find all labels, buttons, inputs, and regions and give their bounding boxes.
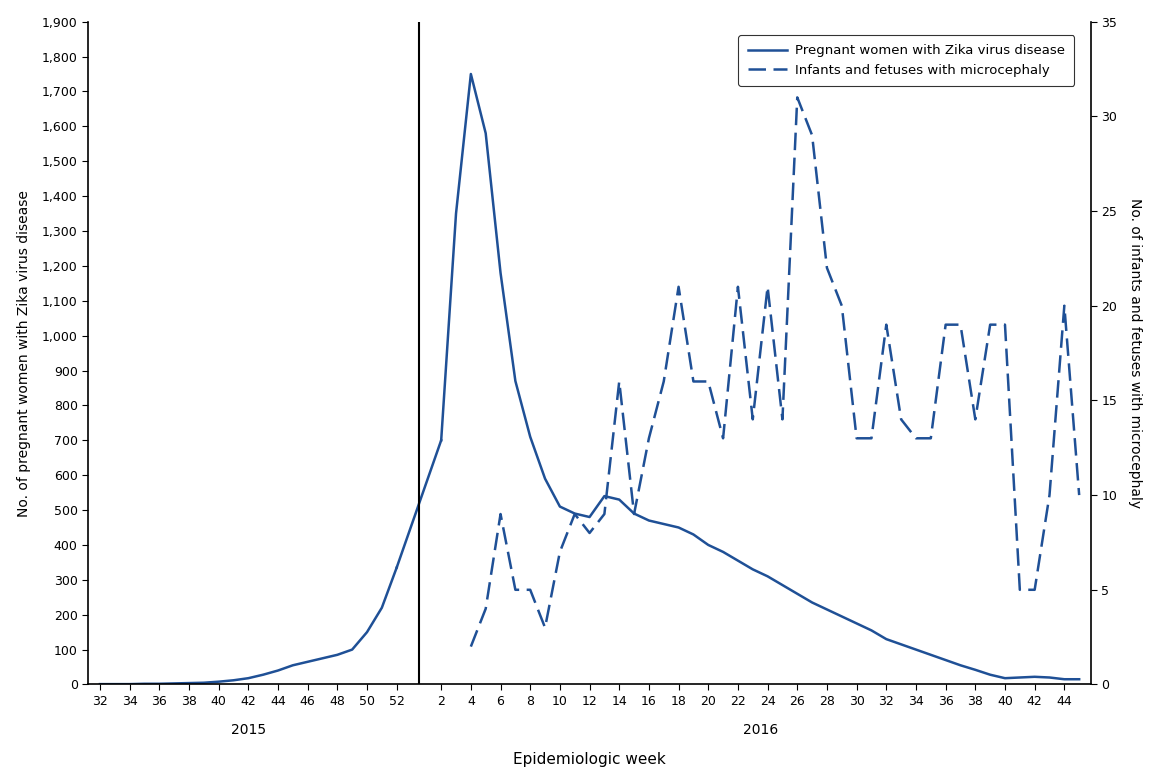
Pregnant women with Zika virus disease <box>819 604 833 614</box>
Infants and fetuses with microcephaly <box>671 282 685 292</box>
Legend: Pregnant women with Zika virus disease, Infants and fetuses with microcephaly: Pregnant women with Zika virus disease, … <box>738 35 1074 86</box>
Infants and fetuses with microcephaly <box>716 434 730 443</box>
Pregnant women with Zika virus disease <box>924 650 938 659</box>
Infants and fetuses with microcephaly <box>775 415 789 424</box>
Infants and fetuses with microcephaly <box>745 415 759 424</box>
Infants and fetuses with microcephaly <box>983 320 997 329</box>
Pregnant women with Zika virus disease <box>790 589 804 598</box>
Pregnant women with Zika virus disease <box>850 619 863 628</box>
Pregnant women with Zika virus disease <box>657 519 671 528</box>
Infants and fetuses with microcephaly <box>479 604 493 613</box>
Pregnant women with Zika virus disease <box>464 69 478 78</box>
Infants and fetuses with microcephaly <box>597 510 611 519</box>
Pregnant women with Zika virus disease <box>597 492 611 501</box>
Infants and fetuses with microcephaly <box>969 415 983 424</box>
Infants and fetuses with microcephaly <box>760 282 774 292</box>
Infants and fetuses with microcephaly <box>790 93 804 102</box>
Infants and fetuses with microcephaly <box>939 320 953 329</box>
Pregnant women with Zika virus disease <box>1072 674 1086 684</box>
Infants and fetuses with microcephaly <box>538 623 552 633</box>
Pregnant women with Zika virus disease <box>939 655 953 665</box>
Pregnant women with Zika virus disease <box>775 580 789 590</box>
Infants and fetuses with microcephaly <box>612 377 626 387</box>
Infants and fetuses with microcephaly <box>1013 585 1027 594</box>
Pregnant women with Zika virus disease <box>583 512 597 521</box>
Infants and fetuses with microcephaly <box>509 585 523 594</box>
Pregnant women with Zika virus disease <box>568 509 582 518</box>
Pregnant women with Zika virus disease <box>1057 674 1071 684</box>
Pregnant women with Zika virus disease <box>731 556 745 565</box>
Pregnant women with Zika virus disease <box>479 129 493 138</box>
Infants and fetuses with microcephaly <box>954 320 968 329</box>
Infants and fetuses with microcephaly <box>701 377 715 387</box>
Pregnant women with Zika virus disease <box>553 502 567 511</box>
Infants and fetuses with microcephaly <box>834 301 848 310</box>
Infants and fetuses with microcephaly <box>1057 301 1071 310</box>
Text: 2015: 2015 <box>231 724 265 738</box>
Infants and fetuses with microcephaly <box>819 263 833 273</box>
Pregnant women with Zika virus disease <box>701 540 715 550</box>
Pregnant women with Zika virus disease <box>983 670 997 680</box>
Pregnant women with Zika virus disease <box>909 645 923 655</box>
Y-axis label: No. of pregnant women with Zika virus disease: No. of pregnant women with Zika virus di… <box>16 190 30 517</box>
X-axis label: Epidemiologic week: Epidemiologic week <box>513 753 666 768</box>
Infants and fetuses with microcephaly <box>865 434 879 443</box>
Infants and fetuses with microcephaly <box>657 377 671 387</box>
Infants and fetuses with microcephaly <box>642 434 656 443</box>
Pregnant women with Zika virus disease <box>435 436 449 445</box>
Pregnant women with Zika virus disease <box>716 547 730 557</box>
Infants and fetuses with microcephaly <box>895 415 909 424</box>
Pregnant women with Zika virus disease <box>834 612 848 621</box>
Pregnant women with Zika virus disease <box>1043 673 1057 682</box>
Pregnant women with Zika virus disease <box>449 209 462 218</box>
Infants and fetuses with microcephaly <box>627 510 641 519</box>
Text: 2016: 2016 <box>743 724 778 738</box>
Pregnant women with Zika virus disease <box>523 432 537 441</box>
Infants and fetuses with microcephaly <box>1072 491 1086 500</box>
Pregnant women with Zika virus disease <box>538 474 552 484</box>
Pregnant women with Zika virus disease <box>954 661 968 670</box>
Infants and fetuses with microcephaly <box>731 282 745 292</box>
Infants and fetuses with microcephaly <box>998 320 1012 329</box>
Pregnant women with Zika virus disease <box>627 509 641 518</box>
Infants and fetuses with microcephaly <box>806 131 819 140</box>
Pregnant women with Zika virus disease <box>1028 672 1042 681</box>
Infants and fetuses with microcephaly <box>583 528 597 538</box>
Infants and fetuses with microcephaly <box>553 547 567 557</box>
Pregnant women with Zika virus disease <box>509 376 523 386</box>
Line: Pregnant women with Zika virus disease: Pregnant women with Zika virus disease <box>442 74 1079 679</box>
Y-axis label: No. of infants and fetuses with microcephaly: No. of infants and fetuses with microcep… <box>1129 198 1143 508</box>
Infants and fetuses with microcephaly <box>909 434 923 443</box>
Pregnant women with Zika virus disease <box>642 516 656 525</box>
Line: Infants and fetuses with microcephaly: Infants and fetuses with microcephaly <box>471 97 1079 647</box>
Infants and fetuses with microcephaly <box>464 642 478 652</box>
Infants and fetuses with microcephaly <box>686 377 700 387</box>
Pregnant women with Zika virus disease <box>745 564 759 574</box>
Infants and fetuses with microcephaly <box>924 434 938 443</box>
Infants and fetuses with microcephaly <box>850 434 863 443</box>
Infants and fetuses with microcephaly <box>1043 491 1057 500</box>
Pregnant women with Zika virus disease <box>494 268 508 278</box>
Infants and fetuses with microcephaly <box>880 320 894 329</box>
Pregnant women with Zika virus disease <box>760 572 774 581</box>
Infants and fetuses with microcephaly <box>568 510 582 519</box>
Pregnant women with Zika virus disease <box>895 640 909 649</box>
Infants and fetuses with microcephaly <box>523 585 537 594</box>
Pregnant women with Zika virus disease <box>806 597 819 607</box>
Infants and fetuses with microcephaly <box>1028 585 1042 594</box>
Infants and fetuses with microcephaly <box>494 510 508 519</box>
Pregnant women with Zika virus disease <box>969 665 983 674</box>
Pregnant women with Zika virus disease <box>865 626 879 635</box>
Pregnant women with Zika virus disease <box>686 530 700 539</box>
Pregnant women with Zika virus disease <box>612 495 626 504</box>
Pregnant women with Zika virus disease <box>1013 673 1027 682</box>
Pregnant women with Zika virus disease <box>880 634 894 644</box>
Pregnant women with Zika virus disease <box>998 673 1012 683</box>
Pregnant women with Zika virus disease <box>671 523 685 532</box>
